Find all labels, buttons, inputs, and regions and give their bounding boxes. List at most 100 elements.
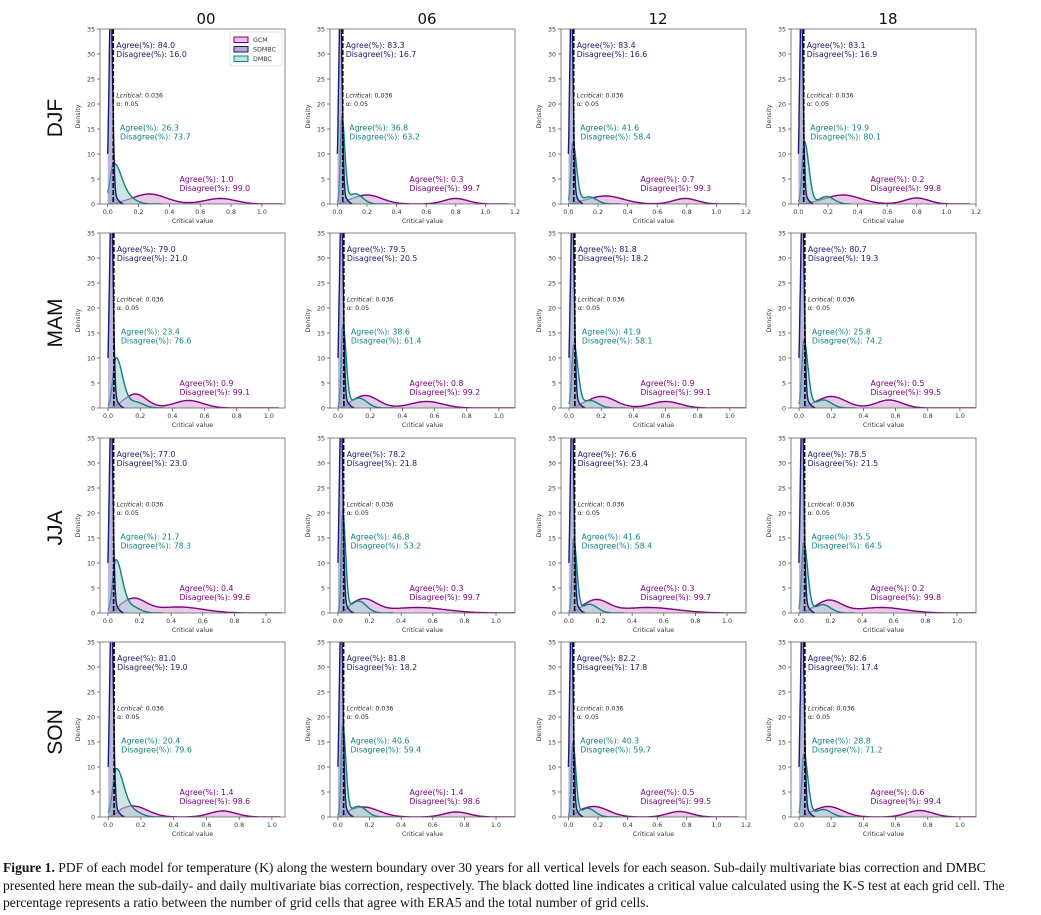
x-tick-label: 0.8 [459, 618, 469, 625]
sdmbc-agree-label: Agree(%): 82.2 [577, 654, 636, 663]
x-axis-label: Critical value [172, 218, 213, 225]
alpha-label: α: 0.05 [116, 101, 138, 108]
x-tick-label: 0.0 [563, 822, 573, 829]
sdmbc-density-line [107, 642, 125, 817]
dmbc-density-line [568, 537, 625, 613]
sdmbc-density-fill [568, 438, 585, 613]
x-tick-label: 0.6 [652, 209, 662, 216]
alpha-label: α: 0.05 [578, 510, 600, 517]
x-axis-label: Critical value [863, 627, 904, 634]
sdmbc-density-fill [798, 29, 814, 204]
gcm-density-fill [799, 396, 976, 408]
x-axis-label: Critical value [402, 831, 443, 838]
sdmbc-disagree-label: Disagree(%): 20.5 [347, 254, 418, 263]
sdmbc-agree-label: Agree(%): 84.0 [116, 41, 175, 50]
dmbc-density-line [568, 343, 626, 408]
x-tick-label: 0.4 [396, 822, 406, 829]
sdmbc-agree-label: Agree(%): 76.6 [578, 450, 637, 459]
gcm-agree-label: Agree(%): 0.8 [410, 379, 464, 388]
x-tick-label: 0.0 [103, 618, 113, 625]
critical-label-value: : 0.036 [832, 502, 854, 509]
sdmbc-agree-label: Agree(%): 83.3 [346, 41, 405, 50]
gcm-density-fill [799, 806, 976, 817]
x-tick-label: 0.6 [889, 618, 899, 625]
x-tick-label: 0.4 [857, 618, 867, 625]
critical-label-italic: Lcritical [808, 705, 833, 713]
y-tick-label: 20 [317, 510, 325, 517]
y-tick-label: 0 [321, 405, 325, 412]
gcm-disagree-label: Disagree(%): 99.4 [871, 797, 942, 806]
gcm-disagree-label: Disagree(%): 99.0 [180, 184, 251, 193]
x-tick-label: 0.2 [826, 822, 836, 829]
sdmbc-agree-label: Agree(%): 78.2 [347, 450, 406, 459]
gcm-disagree-label: Disagree(%): 99.7 [641, 593, 712, 602]
x-tick-label: 0.0 [333, 413, 343, 420]
x-tick-label: 1.0 [261, 618, 271, 625]
gcm-disagree-label: Disagree(%): 99.1 [641, 388, 712, 397]
dmbc-disagree-label: Disagree(%): 79.6 [121, 746, 192, 755]
x-tick-label: 0.2 [826, 413, 836, 420]
dmbc-agree-label: Agree(%): 35.5 [812, 533, 871, 542]
y-tick-label: 0 [552, 201, 556, 208]
critical-label-value: : 0.036 [832, 297, 854, 304]
critical-value-label: Lcritical: 0.036 [117, 705, 164, 713]
critical-label-value: : 0.036 [601, 93, 623, 100]
gcm-density-line [337, 394, 515, 408]
x-tick-label: 0.2 [362, 209, 372, 216]
x-tick-label: 1.0 [722, 618, 732, 625]
sdmbc-agree-label: Agree(%): 81.8 [347, 654, 406, 663]
y-tick-label: 25 [548, 485, 556, 492]
critical-label-italic: Lcritical [577, 705, 602, 713]
y-tick-label: 10 [548, 764, 556, 771]
critical-value-label: Lcritical: 0.036 [808, 501, 855, 509]
y-tick-label: 15 [548, 126, 556, 133]
x-axis-label: Critical value [633, 218, 674, 225]
critical-label-value: : 0.036 [142, 706, 164, 713]
gcm-density-fill [568, 806, 739, 817]
y-tick-label: 10 [778, 560, 786, 567]
x-tick-label: 0.6 [430, 413, 440, 420]
axes-frame [560, 437, 747, 614]
x-tick-label: 1.0 [711, 822, 721, 829]
critical-label-italic: Lcritical [347, 501, 372, 509]
gcm-disagree-label: Disagree(%): 99.7 [410, 593, 481, 602]
y-tick-label: 25 [778, 280, 786, 287]
gcm-density-line [107, 597, 282, 613]
legend-swatch-dmbc [233, 55, 249, 62]
critical-value-label: Lcritical: 0.036 [578, 296, 625, 304]
x-axis-label: Critical value [402, 422, 443, 429]
sdmbc-agree-label: Agree(%): 80.7 [808, 245, 867, 254]
x-tick-label: 1.0 [257, 209, 267, 216]
sdmbc-agree-label: Agree(%): 79.0 [117, 245, 176, 254]
dmbc-agree-label: Agree(%): 19.9 [810, 124, 869, 133]
y-tick-label: 35 [317, 435, 325, 442]
x-tick-label: 0.2 [136, 822, 146, 829]
gcm-agree-label: Agree(%): 0.5 [641, 788, 695, 797]
sdmbc-agree-label: Agree(%): 81.8 [578, 245, 637, 254]
x-tick-label: 0.8 [912, 209, 922, 216]
critical-label-italic: Lcritical [578, 296, 603, 304]
x-tick-label: 1.2 [971, 209, 981, 216]
y-tick-label: 35 [778, 639, 786, 646]
x-tick-label: 0.4 [628, 413, 638, 420]
sdmbc-disagree-label: Disagree(%): 19.0 [117, 663, 188, 672]
x-tick-label: 0.6 [652, 822, 662, 829]
y-tick-label: 0 [552, 814, 556, 821]
gcm-agree-label: Agree(%): 0.7 [641, 175, 695, 184]
x-tick-label: 0.2 [593, 822, 603, 829]
y-tick-label: 30 [778, 51, 786, 58]
panel-jja-06: 0 5 10 15 20 25 30 35 0.0 0.2 0.4 0.6 0.8 1.0 Critical… [305, 435, 516, 634]
sdmbc-disagree-label: Disagree(%): 19.3 [808, 254, 879, 263]
x-tick-label: 0.0 [564, 618, 574, 625]
y-tick-label: 30 [548, 460, 556, 467]
sdmbc-density-fill [799, 233, 816, 408]
dmbc-disagree-label: Disagree(%): 76.6 [121, 337, 192, 346]
y-tick-label: 35 [548, 639, 556, 646]
axes-frame [790, 28, 977, 205]
x-tick-label: 1.0 [491, 618, 501, 625]
dmbc-disagree-label: Disagree(%): 58.4 [582, 542, 653, 551]
gcm-density-fill [798, 195, 971, 204]
y-axis-label: Density [75, 717, 82, 741]
y-tick-label: 25 [87, 280, 95, 287]
y-tick-label: 5 [782, 380, 786, 387]
